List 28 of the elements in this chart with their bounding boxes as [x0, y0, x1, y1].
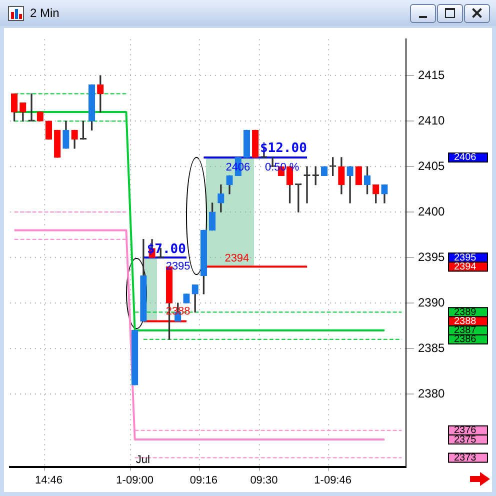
y-tick-label: 2410 — [418, 113, 446, 128]
y-tick-label: 2405 — [418, 158, 446, 173]
annotation: $12.00 — [260, 140, 308, 156]
y2-tick-label: 2388 — [454, 316, 477, 327]
x-tick-label: 14:46 — [34, 474, 63, 486]
x-tick-label: 1-09:46 — [314, 474, 352, 486]
y-tick-label: 2390 — [418, 295, 446, 310]
y2-tick-label: 2386 — [454, 334, 477, 346]
y-tick-label: 2395 — [418, 250, 446, 264]
y2-tick-label: 2394 — [454, 261, 477, 272]
x-tick-label: 09:30 — [250, 474, 278, 486]
y2-tick-label: 2387 — [454, 325, 477, 336]
annotation: 2394 — [224, 252, 250, 265]
y2-tick-label: 2395 — [454, 252, 477, 264]
y2-tick-label: 2373 — [454, 452, 477, 464]
x-tick-label: 1-09:00 — [116, 474, 154, 486]
chart-title: 2 Min — [30, 6, 60, 20]
x-tick-label: 09:16 — [190, 474, 218, 486]
annotation: 2395 — [166, 260, 190, 273]
y2-tick-label: 2375 — [454, 434, 477, 446]
y-tick-label: 2400 — [418, 204, 446, 218]
y2-tick-label: 2376 — [454, 425, 477, 436]
annotation: Jul — [136, 454, 150, 466]
y2-tick-label: 2389 — [454, 306, 477, 318]
y-tick-label: 2380 — [418, 386, 446, 400]
y-tick-label: 2415 — [418, 68, 446, 82]
y2-tick-label: 2406 — [454, 152, 477, 164]
y-tick-label: 2385 — [418, 340, 446, 355]
